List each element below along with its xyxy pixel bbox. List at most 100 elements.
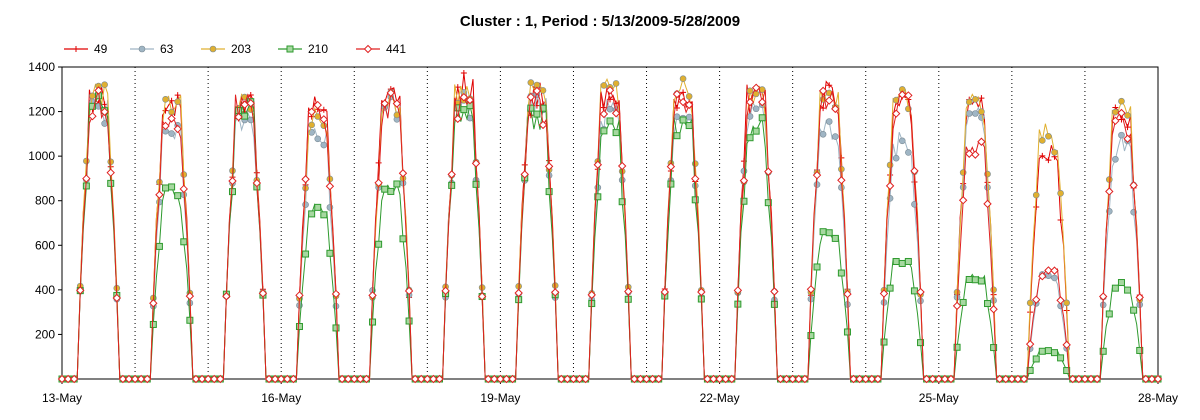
data-point (910, 166, 919, 176)
data-point (320, 122, 328, 129)
data-point (155, 190, 164, 199)
data-point (167, 114, 176, 123)
data-point (849, 374, 858, 384)
data-point (161, 121, 170, 131)
data-point (831, 133, 839, 140)
data-point (508, 374, 517, 384)
x-tick-label: 13-May (42, 391, 82, 405)
data-point (374, 178, 383, 188)
data-point (453, 114, 462, 124)
data-point (447, 170, 456, 179)
data-point (1098, 292, 1108, 301)
data-point (917, 339, 925, 347)
legend-label: 210 (308, 42, 328, 56)
data-point (600, 127, 608, 135)
data-point (301, 175, 310, 184)
data-point (1111, 116, 1120, 126)
data-point (295, 291, 304, 300)
y-tick-label: 1000 (28, 149, 55, 163)
data-point (611, 109, 621, 118)
plot-area (61, 66, 1159, 380)
data-point (356, 374, 365, 384)
data-point (770, 287, 779, 296)
data-point (247, 92, 254, 99)
data-point (533, 110, 541, 118)
series-line (62, 92, 1158, 380)
x-tick-label: 16-May (261, 391, 301, 405)
data-point (721, 374, 730, 384)
data-point (136, 374, 146, 384)
data-point (880, 338, 888, 346)
data-point (911, 179, 918, 186)
data-point (174, 92, 181, 99)
data-point (448, 181, 456, 189)
data-point (1033, 204, 1040, 211)
data-point (703, 374, 712, 384)
data-point (612, 129, 620, 137)
data-point (667, 180, 675, 188)
data-point (600, 82, 608, 89)
data-point (429, 374, 438, 384)
data-point (375, 159, 382, 166)
data-point (824, 96, 834, 105)
data-point (855, 374, 864, 384)
data-point (886, 284, 894, 292)
data-point (76, 286, 85, 295)
data-point (575, 374, 584, 384)
data-point (898, 90, 907, 99)
data-point (873, 374, 883, 384)
data-point (168, 130, 175, 137)
data-point (606, 117, 614, 125)
data-point (733, 286, 743, 295)
data-point (241, 112, 249, 120)
data-point (302, 201, 309, 208)
data-point (393, 180, 401, 188)
data-point (82, 174, 91, 183)
data-point (63, 374, 73, 384)
data-point (1007, 374, 1017, 384)
data-point (124, 374, 134, 384)
data-point (550, 288, 560, 297)
data-point (337, 374, 347, 384)
data-point (454, 84, 461, 91)
data-point (758, 97, 767, 107)
data-point (697, 287, 706, 297)
data-point (940, 374, 950, 384)
data-point (174, 98, 181, 106)
data-point (642, 374, 651, 384)
y-tick-label: 800 (35, 194, 55, 208)
legend-item-441: 441 (356, 42, 406, 56)
legend-item-63: 63 (130, 42, 174, 56)
data-point (314, 203, 322, 211)
data-point (740, 197, 748, 205)
data-point (1141, 374, 1151, 384)
data-point (332, 324, 340, 332)
x-tick-label: 28-May (1138, 391, 1178, 405)
series-441 (57, 83, 1163, 384)
data-point (1105, 176, 1113, 183)
data-point (1153, 374, 1163, 384)
data-point (934, 374, 944, 384)
data-point (1105, 187, 1114, 196)
data-point (283, 374, 292, 384)
data-point (818, 86, 828, 96)
data-point (1063, 367, 1071, 375)
data-point (1026, 366, 1034, 374)
data-point (685, 93, 693, 100)
data-point (191, 374, 201, 384)
data-point (1068, 374, 1077, 384)
data-point (746, 87, 754, 95)
data-point (837, 269, 845, 277)
series-line (62, 94, 1158, 380)
data-point (984, 184, 991, 191)
y-axis: 200 400 600 800 1000 1200 1400 (28, 60, 62, 341)
y-tick-label: 1200 (28, 105, 55, 119)
data-point (168, 108, 175, 116)
data-point (800, 374, 810, 384)
data-point (928, 374, 937, 384)
data-point (381, 185, 389, 193)
data-point (514, 288, 523, 298)
data-point (1123, 134, 1132, 143)
data-point (118, 374, 128, 384)
data-point (1032, 355, 1040, 363)
